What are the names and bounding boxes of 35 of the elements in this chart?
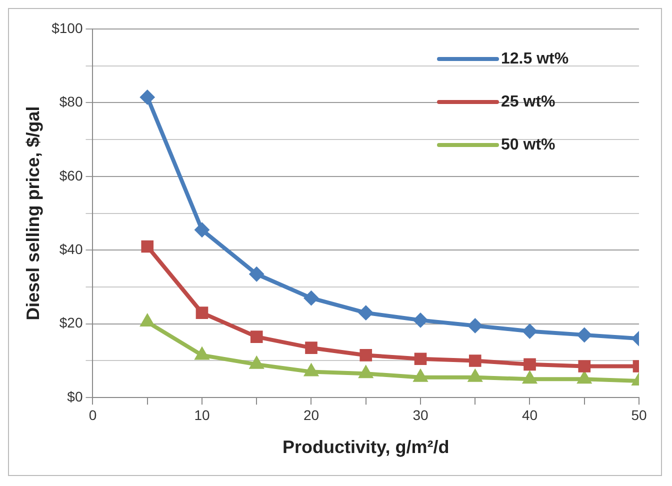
point — [194, 222, 210, 238]
y-tick-label: $100 — [52, 20, 83, 36]
x-tick-label: 20 — [303, 406, 320, 423]
y-tick-label: $60 — [59, 167, 83, 184]
point — [141, 240, 154, 253]
x-tick-label: 10 — [194, 406, 210, 423]
legend-label: 12.5 wt% — [501, 50, 569, 68]
point — [249, 266, 264, 282]
point — [578, 360, 591, 372]
x-tick-label: 0 — [88, 406, 97, 423]
x-tick-label: 50 — [631, 406, 647, 423]
point — [522, 324, 538, 339]
point — [304, 290, 319, 306]
x-tick-label: 40 — [522, 406, 538, 423]
point — [305, 342, 318, 354]
point — [196, 306, 208, 319]
point — [358, 305, 374, 320]
x-axis-title: Productivity, g/m²/d — [282, 437, 450, 458]
legend-label: 50 wt% — [501, 136, 556, 154]
point — [468, 354, 482, 367]
point — [576, 327, 592, 342]
y-tick-label: $80 — [59, 94, 83, 110]
point — [414, 352, 427, 366]
point — [360, 349, 372, 362]
point — [413, 312, 428, 328]
x-tick-label: 30 — [412, 406, 428, 423]
legend-label: 25 wt% — [501, 93, 556, 110]
y-tick-label: $20 — [59, 314, 83, 331]
y-axis-title: Diesel selling price, $/gal — [22, 106, 43, 320]
point — [524, 358, 536, 371]
point — [140, 90, 155, 105]
point — [468, 318, 483, 334]
y-tick-label: $0 — [67, 388, 83, 404]
point — [250, 330, 263, 343]
y-tick-label: $40 — [59, 241, 83, 258]
